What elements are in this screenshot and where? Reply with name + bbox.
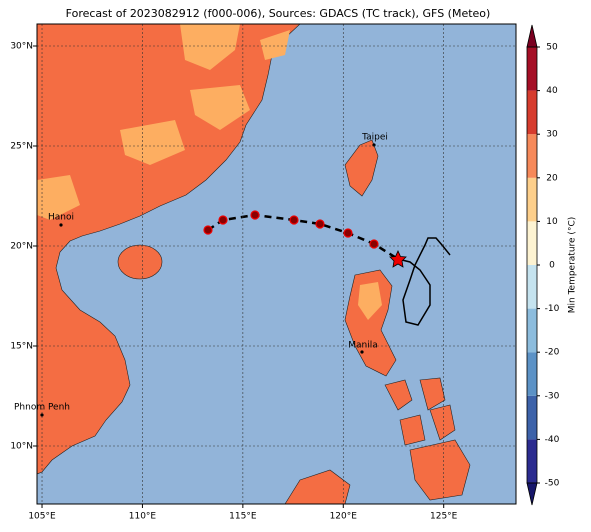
mindanao xyxy=(409,439,471,501)
taiwan xyxy=(344,139,379,197)
colorbar-tick-label: -30 xyxy=(545,391,560,401)
colorbar-over xyxy=(526,24,538,48)
visayas xyxy=(384,377,456,446)
colorbar-segment xyxy=(527,177,537,222)
colorbar-segment xyxy=(527,308,537,353)
city-dot xyxy=(360,350,364,354)
storm-symbols xyxy=(203,210,379,249)
current-position xyxy=(389,250,407,268)
y-tick-label: 15°N xyxy=(10,342,33,352)
hainan xyxy=(117,244,163,280)
colorbar-tick-label: -10 xyxy=(545,304,560,314)
city-dot xyxy=(59,223,63,227)
map-area xyxy=(37,24,516,504)
x-tick-label: 105°E xyxy=(28,512,56,522)
city-label: Phnom Penh xyxy=(14,403,70,413)
x-tick-label: 110°E xyxy=(129,512,157,522)
colorbar-under xyxy=(526,482,538,506)
x-tick-label: 115°E xyxy=(229,512,257,522)
colorbar-segment xyxy=(527,47,537,91)
land-warm xyxy=(37,24,290,220)
borneo xyxy=(284,469,351,504)
colorbar-tick-label: 0 xyxy=(549,261,555,271)
luzon xyxy=(344,269,397,377)
colorbar-tick-label: 50 xyxy=(546,43,558,53)
city-dot xyxy=(40,413,44,417)
y-tick-label: 10°N xyxy=(10,442,33,452)
track-line xyxy=(207,213,399,261)
colorbar-segment xyxy=(527,352,537,396)
luzon-warm xyxy=(358,282,382,320)
colorbar-tick-label: -20 xyxy=(545,348,560,358)
y-tick-label: 20°N xyxy=(10,242,33,252)
colorbar-tick-label: 30 xyxy=(546,130,558,140)
y-tick-label: 30°N xyxy=(10,42,33,52)
mainland xyxy=(37,24,301,475)
storm-track xyxy=(203,210,451,326)
colorbar-tick-label: 40 xyxy=(546,86,558,96)
colorbar-tick-label: 20 xyxy=(546,173,558,183)
x-tick-label: 120°E xyxy=(330,512,358,522)
forecast-cone xyxy=(397,237,451,326)
map-title: Forecast of 2023082912 (f000-006), Sourc… xyxy=(66,7,491,20)
colorbar-tick-label: 10 xyxy=(546,217,558,227)
city-label: Taipei xyxy=(361,133,388,143)
colorbar-label: Min Temperature (°C) xyxy=(568,217,578,314)
colorbar-tick-label: -50 xyxy=(545,479,560,489)
city-label: Manila xyxy=(348,341,378,351)
colorbar-tick-label: -40 xyxy=(545,435,560,445)
y-tick-label: 25°N xyxy=(10,142,33,152)
colorbar-segment xyxy=(527,134,537,178)
city-label: Hanoi xyxy=(48,213,74,223)
colorbar-segment xyxy=(527,221,537,265)
map-frame xyxy=(36,23,517,505)
colorbar-segment xyxy=(527,90,537,135)
colorbar-segment xyxy=(527,395,537,440)
colorbar-segment xyxy=(527,265,537,309)
x-tick-label: 125°E xyxy=(430,512,458,522)
colorbar-segment xyxy=(527,439,537,483)
